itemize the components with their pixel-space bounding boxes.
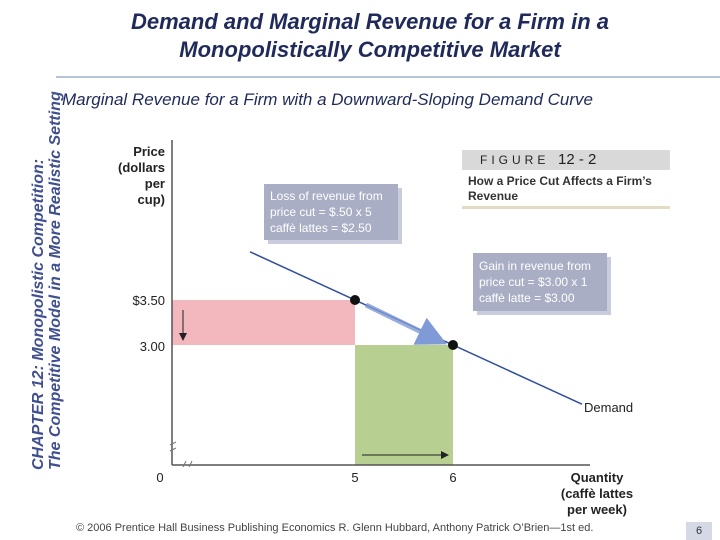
slide-subtitle: Marginal Revenue for a Firm with a Downw… — [62, 90, 594, 109]
y-axis-break — [169, 441, 177, 452]
y-tick-label: 3.00 — [140, 339, 165, 354]
svg-text:(dollars: (dollars — [118, 160, 165, 175]
gain-line-2: price cut = $3.00 x 1 — [479, 275, 588, 289]
x-tick-label: 0 — [156, 470, 163, 485]
svg-text:Price: Price — [133, 144, 165, 159]
demand-point — [448, 340, 458, 350]
slide-title: Demand and Marginal Revenue for a Firm i… — [131, 9, 609, 62]
price-cut-arrow — [364, 302, 447, 345]
loss-line-3: caffè lattes = $2.50 — [270, 221, 372, 235]
demand-point — [350, 295, 360, 305]
footer-credit: © 2006 Prentice Hall Business Publishing… — [76, 522, 594, 534]
figure-caption: How a Price Cut Affects a Firm’s Revenue — [468, 174, 652, 203]
svg-text:Quantity: Quantity — [571, 470, 624, 485]
x-tick-label: 5 — [351, 470, 358, 485]
svg-text:(caffè lattes: (caffè lattes — [561, 486, 633, 501]
figure-caption-rule — [462, 206, 670, 209]
svg-text:cup): cup) — [138, 192, 165, 207]
svg-text:per week): per week) — [567, 502, 627, 517]
x-tick-label: 6 — [449, 470, 456, 485]
figure-word: FIGURE — [480, 153, 550, 167]
loss-callout: Loss of revenue from price cut = $.50 x … — [264, 184, 402, 244]
x-axis-label: Quantity (caffè lattes per week) — [561, 470, 633, 517]
y-axis-label: Price (dollars per cup) — [118, 144, 165, 207]
title-divider — [56, 76, 720, 78]
figure-number: 12 - 2 — [558, 151, 597, 168]
loss-line-1: Loss of revenue from — [270, 189, 383, 203]
page-number: 6 — [686, 522, 712, 540]
gain-region — [355, 345, 453, 465]
gain-callout: Gain in revenue from price cut = $3.00 x… — [473, 253, 611, 315]
svg-text:per: per — [145, 176, 165, 191]
y-tick-label: $3.50 — [132, 293, 165, 308]
demand-label: Demand — [584, 400, 633, 415]
gain-line-1: Gain in revenue from — [479, 259, 591, 273]
gain-line-3: caffè latte = $3.00 — [479, 291, 575, 305]
x-axis-break — [182, 460, 193, 468]
loss-region — [172, 300, 355, 345]
figure-label: FIGURE 12 - 2 — [462, 150, 670, 170]
loss-line-2: price cut = $.50 x 5 — [270, 205, 372, 219]
